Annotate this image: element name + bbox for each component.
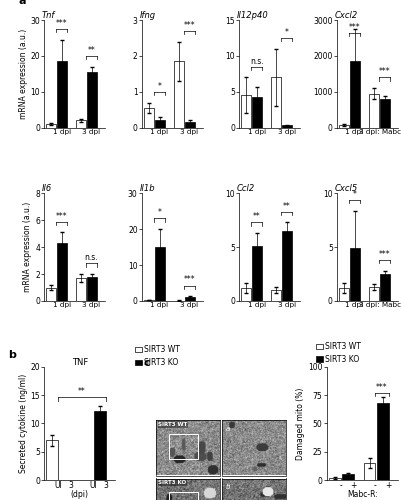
Bar bbox=[94, 411, 106, 480]
Text: ***: *** bbox=[183, 20, 194, 30]
Text: *: * bbox=[157, 208, 161, 218]
Bar bbox=[154, 120, 164, 128]
Text: a: a bbox=[18, 0, 26, 6]
Bar bbox=[338, 288, 348, 301]
Bar bbox=[282, 231, 292, 301]
Text: Il12p40: Il12p40 bbox=[236, 11, 268, 20]
Bar bbox=[46, 440, 58, 480]
Text: *: * bbox=[352, 190, 355, 198]
Bar bbox=[349, 62, 359, 128]
Bar bbox=[363, 463, 375, 480]
Y-axis label: Secreted cytokine (ng/ml): Secreted cytokine (ng/ml) bbox=[18, 374, 28, 473]
Text: SIRT3 WT: SIRT3 WT bbox=[158, 422, 187, 427]
Text: Cxcl2: Cxcl2 bbox=[334, 11, 357, 20]
Y-axis label: mRNA expression (a.u.): mRNA expression (a.u.) bbox=[23, 202, 32, 292]
Bar bbox=[168, 434, 197, 459]
Text: ***: *** bbox=[183, 276, 194, 284]
Bar bbox=[349, 248, 359, 301]
Bar bbox=[368, 287, 378, 301]
Bar bbox=[46, 124, 56, 128]
Bar bbox=[379, 99, 389, 128]
Text: SIRT3 KO: SIRT3 KO bbox=[158, 480, 186, 485]
Text: Il1b: Il1b bbox=[139, 184, 155, 194]
Text: b: b bbox=[8, 350, 16, 360]
Text: Cxcl5: Cxcl5 bbox=[334, 184, 357, 194]
Bar bbox=[368, 94, 378, 128]
Text: *: * bbox=[284, 28, 288, 37]
Bar bbox=[46, 288, 56, 301]
Bar bbox=[87, 72, 97, 128]
Bar bbox=[184, 297, 194, 301]
Text: **: ** bbox=[282, 202, 290, 210]
X-axis label: (dpi): (dpi) bbox=[71, 490, 89, 500]
Bar bbox=[252, 246, 262, 301]
Bar bbox=[76, 278, 86, 301]
Text: Ccl2: Ccl2 bbox=[236, 184, 255, 194]
Text: **: ** bbox=[252, 212, 260, 222]
Bar bbox=[252, 98, 262, 128]
Text: **: ** bbox=[87, 46, 95, 55]
Bar bbox=[143, 300, 153, 301]
Bar bbox=[143, 108, 153, 128]
Bar bbox=[241, 96, 251, 128]
Text: Ifng: Ifng bbox=[139, 11, 155, 20]
Bar bbox=[168, 492, 197, 500]
Legend: SIRT3 WT, SIRT3 KO: SIRT3 WT, SIRT3 KO bbox=[132, 342, 182, 370]
Text: *: * bbox=[157, 82, 161, 90]
Bar bbox=[379, 274, 389, 301]
Bar bbox=[57, 243, 67, 301]
Text: ***: *** bbox=[56, 212, 67, 220]
Text: Il6: Il6 bbox=[42, 184, 52, 194]
Text: c: c bbox=[143, 358, 150, 368]
Bar bbox=[154, 247, 164, 301]
Y-axis label: Damaged mito (%): Damaged mito (%) bbox=[296, 387, 304, 460]
Bar bbox=[270, 78, 280, 128]
Bar bbox=[328, 478, 340, 480]
Text: Tnf: Tnf bbox=[42, 11, 55, 20]
Bar bbox=[241, 288, 251, 301]
Text: b: b bbox=[225, 484, 229, 490]
Text: ***: *** bbox=[377, 250, 389, 259]
Bar bbox=[184, 122, 194, 128]
Bar bbox=[76, 120, 86, 128]
Text: a: a bbox=[225, 426, 229, 432]
Text: ***: *** bbox=[377, 68, 389, 76]
X-axis label: Mabc-R:: Mabc-R: bbox=[346, 490, 377, 500]
Text: n.s.: n.s. bbox=[85, 253, 98, 262]
Text: **: ** bbox=[78, 387, 86, 396]
Bar bbox=[341, 474, 353, 480]
Y-axis label: mRNA expression (a.u.): mRNA expression (a.u.) bbox=[18, 28, 27, 119]
Text: ***: *** bbox=[348, 23, 359, 32]
Text: ***: *** bbox=[375, 383, 387, 392]
Bar bbox=[338, 125, 348, 128]
Bar bbox=[173, 62, 183, 128]
Text: ***: *** bbox=[56, 19, 67, 28]
Bar bbox=[57, 62, 67, 128]
Legend: SIRT3 WT, SIRT3 KO: SIRT3 WT, SIRT3 KO bbox=[312, 339, 363, 366]
Bar bbox=[270, 290, 280, 301]
Bar bbox=[376, 403, 387, 480]
Bar bbox=[282, 126, 292, 128]
Title: TNF: TNF bbox=[71, 358, 88, 366]
Bar bbox=[87, 277, 97, 301]
Text: n.s.: n.s. bbox=[249, 56, 263, 66]
